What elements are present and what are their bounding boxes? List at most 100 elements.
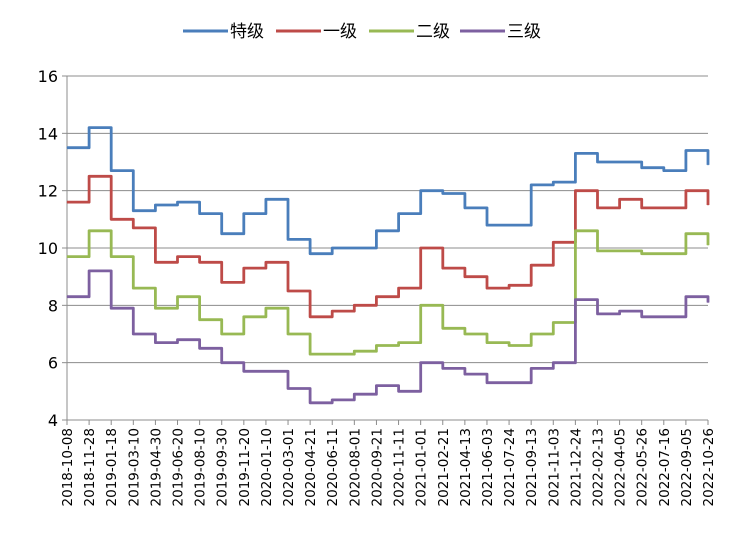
x-tick-label: 2021-02-21	[436, 428, 452, 506]
data-point	[199, 261, 201, 263]
x-tick-label: 2022-07-16	[657, 428, 673, 506]
data-point	[508, 284, 510, 286]
data-point	[177, 256, 179, 258]
data-point	[530, 367, 532, 369]
x-tick-label: 2022-09-05	[679, 428, 695, 506]
x-tick-label: 2022-04-05	[613, 428, 629, 506]
x-tick-label: 2022-10-26	[701, 428, 717, 506]
data-point	[530, 264, 532, 266]
data-point	[486, 342, 488, 344]
data-point	[641, 167, 643, 169]
legend-label: 特级	[230, 22, 264, 42]
data-point	[663, 207, 665, 209]
data-point	[663, 316, 665, 318]
data-point	[177, 339, 179, 341]
data-point	[398, 213, 400, 215]
data-point	[243, 316, 245, 318]
x-tick-label: 2022-05-26	[635, 428, 651, 506]
data-point	[331, 399, 333, 401]
data-point	[574, 230, 576, 232]
data-point	[66, 296, 68, 298]
x-tick-label: 2018-11-28	[82, 428, 98, 506]
data-point	[464, 333, 466, 335]
data-point	[154, 307, 156, 309]
y-tick-label: 12	[38, 182, 58, 201]
data-point	[375, 230, 377, 232]
data-point	[66, 147, 68, 149]
data-point	[552, 362, 554, 364]
x-tick-label: 2019-11-20	[237, 428, 253, 506]
data-point	[398, 287, 400, 289]
data-point	[619, 250, 621, 252]
data-point	[199, 213, 201, 215]
x-tick-label: 2019-01-18	[104, 428, 120, 506]
x-axis-ticks: 2018-10-08 2018-11-28 2019-01-18 2019-03-10…	[60, 420, 717, 506]
data-point	[641, 253, 643, 255]
data-point	[596, 313, 598, 315]
data-point	[375, 344, 377, 346]
legend-label: 一级	[323, 22, 357, 42]
data-point	[265, 198, 267, 200]
x-tick-label: 2022-02-13	[590, 428, 606, 506]
data-point	[574, 190, 576, 192]
data-point	[663, 253, 665, 255]
x-tick-label: 2019-04-30	[148, 428, 164, 506]
data-point	[353, 393, 355, 395]
data-point	[243, 370, 245, 372]
series-line-2	[67, 229, 710, 356]
data-point	[486, 287, 488, 289]
data-point	[287, 238, 289, 240]
data-point	[331, 310, 333, 312]
data-point	[508, 344, 510, 346]
data-point	[398, 390, 400, 392]
data-point	[265, 370, 267, 372]
y-tick-label: 10	[38, 239, 58, 258]
x-tick-label: 2019-06-20	[171, 428, 187, 506]
data-point	[287, 333, 289, 335]
data-point	[110, 218, 112, 220]
x-tick-label: 2018-10-08	[60, 428, 76, 506]
data-point	[420, 362, 422, 364]
x-tick-label: 2021-06-03	[480, 428, 496, 506]
data-point	[154, 261, 156, 263]
data-point	[66, 256, 68, 258]
data-point	[132, 333, 134, 335]
data-point	[265, 307, 267, 309]
data-point	[154, 204, 156, 206]
data-point	[221, 233, 223, 235]
data-point	[309, 253, 311, 255]
data-point	[331, 247, 333, 249]
x-tick-label: 2021-12-24	[568, 428, 584, 506]
data-point	[110, 256, 112, 258]
data-point	[641, 207, 643, 209]
x-tick-label: 2020-04-21	[303, 428, 319, 506]
data-point	[596, 161, 598, 163]
data-point	[707, 244, 709, 246]
data-point	[309, 402, 311, 404]
data-point	[88, 230, 90, 232]
data-point	[243, 213, 245, 215]
data-point	[685, 233, 687, 235]
data-point	[619, 161, 621, 163]
data-point	[596, 250, 598, 252]
x-tick-label: 2021-09-13	[524, 428, 540, 506]
data-point	[574, 152, 576, 154]
data-point	[420, 190, 422, 192]
data-point	[508, 382, 510, 384]
data-point	[353, 247, 355, 249]
data-point	[486, 382, 488, 384]
data-point	[353, 304, 355, 306]
series-line-3	[67, 269, 710, 405]
data-point	[132, 227, 134, 229]
data-point	[88, 175, 90, 177]
x-tick-label: 2020-09-21	[369, 428, 385, 506]
data-point	[132, 210, 134, 212]
data-point	[309, 353, 311, 355]
data-point	[221, 362, 223, 364]
data-point	[464, 373, 466, 375]
data-point	[88, 127, 90, 129]
y-tick-label: 16	[38, 67, 58, 86]
data-point	[685, 296, 687, 298]
